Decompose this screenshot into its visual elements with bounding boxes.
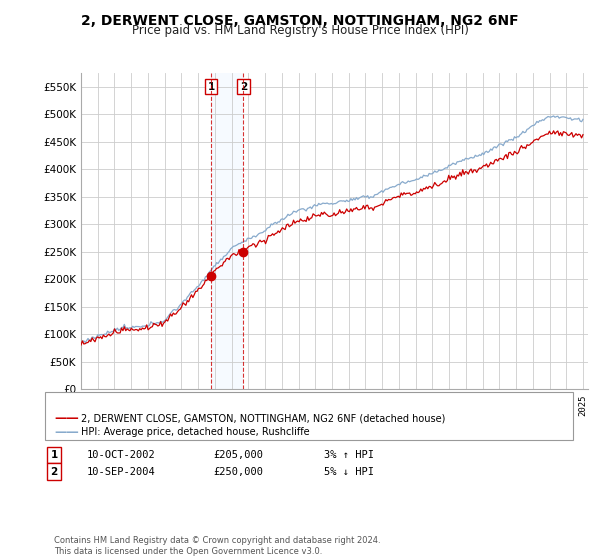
Text: HPI: Average price, detached house, Rushcliffe: HPI: Average price, detached house, Rush… bbox=[81, 427, 310, 437]
Text: 2: 2 bbox=[50, 466, 58, 477]
Text: 10-OCT-2002: 10-OCT-2002 bbox=[87, 450, 156, 460]
Text: ——: —— bbox=[54, 426, 79, 439]
Text: 1: 1 bbox=[208, 82, 215, 91]
Text: 10-SEP-2004: 10-SEP-2004 bbox=[87, 466, 156, 477]
Text: Price paid vs. HM Land Registry's House Price Index (HPI): Price paid vs. HM Land Registry's House … bbox=[131, 24, 469, 36]
Text: ——: —— bbox=[54, 412, 79, 426]
Text: 1: 1 bbox=[50, 450, 58, 460]
Text: £205,000: £205,000 bbox=[213, 450, 263, 460]
Text: £250,000: £250,000 bbox=[213, 466, 263, 477]
Bar bbox=[211, 73, 244, 389]
Text: 5% ↓ HPI: 5% ↓ HPI bbox=[324, 466, 374, 477]
Text: 2, DERWENT CLOSE, GAMSTON, NOTTINGHAM, NG2 6NF: 2, DERWENT CLOSE, GAMSTON, NOTTINGHAM, N… bbox=[81, 14, 519, 28]
Text: 2, DERWENT CLOSE, GAMSTON, NOTTINGHAM, NG2 6NF (detached house): 2, DERWENT CLOSE, GAMSTON, NOTTINGHAM, N… bbox=[81, 414, 445, 424]
Text: 3% ↑ HPI: 3% ↑ HPI bbox=[324, 450, 374, 460]
Text: 2: 2 bbox=[239, 82, 247, 91]
Text: Contains HM Land Registry data © Crown copyright and database right 2024.
This d: Contains HM Land Registry data © Crown c… bbox=[54, 536, 380, 556]
